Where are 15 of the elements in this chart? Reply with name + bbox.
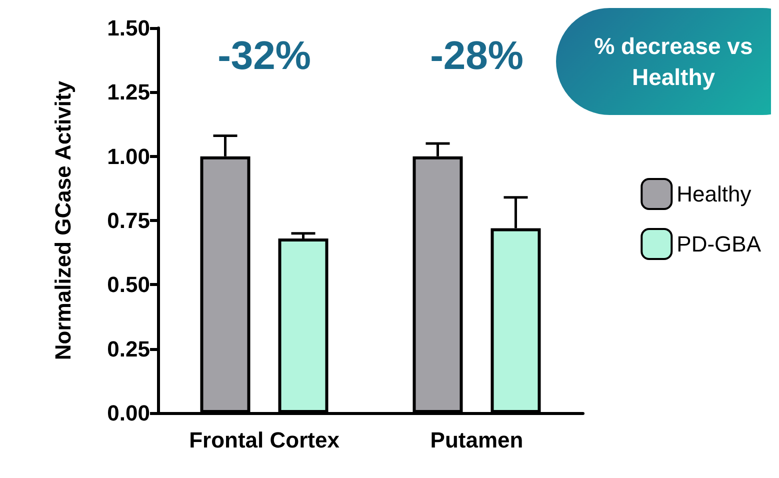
y-tick-label: 0.00 [107,400,150,426]
y-tick-label: 1.50 [107,16,150,40]
rounded-badge: % decrease vs Healthy [556,8,771,115]
y-tick-label: 0.75 [107,208,150,233]
y-tick-label: 0.50 [107,272,150,298]
annotation: -32% [218,34,311,78]
x-tick-label: Putamen [430,428,524,452]
annotation: -28% [430,34,524,78]
y-tick-label: 1.00 [107,144,150,169]
y-tick-label: 0.25 [107,336,150,362]
y-axis-title: Normalized GCase Activity [50,80,76,360]
y-tick-label: 1.25 [107,80,150,105]
legend-label: Healthy [676,182,752,206]
legend-label: PD-GBA [676,232,762,256]
x-tick-label: Frontal Cortex [189,428,340,452]
